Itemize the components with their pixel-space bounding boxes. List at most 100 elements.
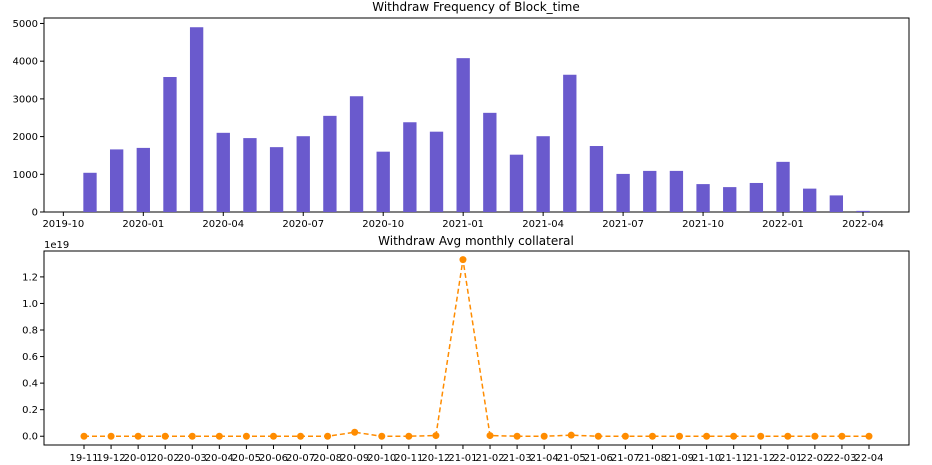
line-y-tick-label: 0.0 bbox=[22, 432, 38, 443]
bar bbox=[189, 27, 204, 212]
data-point bbox=[757, 432, 765, 440]
bar-x-tick-label: 2021-01 bbox=[442, 219, 484, 230]
bar-x-tick-label: 2020-01 bbox=[122, 219, 164, 230]
line-x-tick-label: 21-12 bbox=[746, 453, 775, 464]
data-point bbox=[703, 432, 711, 440]
line-x-tick-label: 22-02 bbox=[800, 453, 829, 464]
bar-x-tick-label: 2019-10 bbox=[42, 219, 84, 230]
bar bbox=[563, 74, 577, 213]
data-point bbox=[432, 432, 440, 440]
bar bbox=[269, 147, 284, 212]
data-point bbox=[242, 432, 250, 440]
bar bbox=[243, 138, 257, 212]
bar bbox=[856, 210, 870, 212]
bar-y-tick-label: 5000 bbox=[13, 19, 38, 30]
data-point bbox=[324, 432, 332, 440]
bar-y-tick-label: 1000 bbox=[13, 170, 38, 181]
line-y-tick-label: 0.6 bbox=[22, 352, 38, 363]
bar-x-tick-label: 2020-04 bbox=[202, 219, 244, 230]
data-point bbox=[513, 432, 521, 440]
bar-x-tick-label: 2021-07 bbox=[602, 219, 644, 230]
bar-y-tick-label: 3000 bbox=[13, 94, 38, 105]
bar bbox=[136, 147, 150, 212]
line-y-tick-label: 1.2 bbox=[22, 272, 38, 283]
data-point bbox=[730, 432, 738, 440]
bar bbox=[349, 96, 364, 212]
bar bbox=[589, 146, 604, 212]
series-line bbox=[84, 259, 869, 437]
line-x-tick-label: 21-01 bbox=[448, 453, 477, 464]
bar-y-tick-label: 4000 bbox=[13, 57, 38, 68]
bar bbox=[429, 131, 444, 212]
data-point bbox=[80, 432, 88, 440]
bar bbox=[696, 184, 710, 212]
bar bbox=[403, 122, 417, 212]
bar bbox=[803, 188, 817, 212]
bar bbox=[163, 77, 177, 213]
line-x-tick-label: 19-12 bbox=[97, 453, 126, 464]
bar bbox=[749, 182, 764, 212]
line-x-tick-label: 20-12 bbox=[421, 453, 450, 464]
data-point bbox=[838, 432, 846, 440]
bar bbox=[83, 172, 97, 212]
line-x-tick-label: 20-09 bbox=[340, 453, 369, 464]
bar bbox=[829, 195, 844, 212]
line-x-tick-label: 21-05 bbox=[557, 453, 586, 464]
line-x-tick-label: 21-09 bbox=[665, 453, 694, 464]
bar bbox=[216, 132, 230, 212]
data-point bbox=[215, 432, 223, 440]
bar bbox=[669, 170, 684, 212]
line-y-tick-label: 0.4 bbox=[22, 379, 38, 390]
bar-series bbox=[83, 27, 870, 213]
line-x-tick-label: 20-10 bbox=[367, 453, 396, 464]
data-point bbox=[540, 432, 548, 440]
data-point bbox=[594, 432, 602, 440]
bar bbox=[723, 187, 737, 212]
data-point bbox=[107, 432, 115, 440]
bar bbox=[456, 58, 470, 212]
line-x-tick-label: 21-06 bbox=[584, 453, 613, 464]
bar-chart-plot-frame bbox=[43, 17, 910, 213]
line-chart-y-axis: 0.0 0.2 0.4 0.6 0.8 1.0 1.2 bbox=[22, 272, 44, 443]
line-chart-plot-frame bbox=[43, 250, 910, 446]
data-point bbox=[134, 432, 142, 440]
bar-x-tick-label: 2021-10 bbox=[682, 219, 724, 230]
bar-x-tick-label: 2020-10 bbox=[362, 219, 404, 230]
data-point bbox=[188, 432, 196, 440]
data-point bbox=[486, 432, 494, 440]
bar-chart-x-axis: 2019-10 2020-01 2020-04 2020-07 2020-10 2021-… bbox=[42, 212, 884, 230]
line-x-tick-label: 20-07 bbox=[286, 453, 315, 464]
line-x-tick-label: 21-03 bbox=[503, 453, 532, 464]
line-x-tick-label: 20-06 bbox=[259, 453, 288, 464]
line-chart-x-axis: 19-1119-1220-0120-0220-0320-0420-0520-06… bbox=[69, 445, 884, 464]
data-point bbox=[378, 432, 386, 440]
data-point bbox=[811, 432, 819, 440]
bar bbox=[109, 149, 124, 212]
bar bbox=[376, 151, 390, 212]
bar-x-tick-label: 2022-04 bbox=[842, 219, 884, 230]
line-y-tick-label: 0.2 bbox=[22, 405, 38, 416]
data-point bbox=[161, 432, 169, 440]
bar bbox=[643, 170, 657, 212]
bar bbox=[509, 154, 524, 212]
data-point bbox=[459, 256, 467, 264]
line-x-tick-label: 20-01 bbox=[124, 453, 153, 464]
line-x-tick-label: 20-11 bbox=[394, 453, 423, 464]
line-x-tick-label: 22-03 bbox=[827, 453, 856, 464]
line-x-tick-label: 22-01 bbox=[773, 453, 802, 464]
bar-chart: Withdraw Frequency of Block_time 0 1000 20… bbox=[13, 0, 910, 230]
line-x-tick-label: 21-10 bbox=[692, 453, 721, 464]
line-x-tick-label: 20-03 bbox=[178, 453, 207, 464]
line-x-tick-label: 20-05 bbox=[232, 453, 261, 464]
bar bbox=[296, 136, 310, 212]
bar-x-tick-label: 2022-01 bbox=[762, 219, 804, 230]
data-point bbox=[621, 432, 629, 440]
line-x-tick-label: 21-04 bbox=[530, 453, 559, 464]
line-x-tick-label: 22-04 bbox=[854, 453, 883, 464]
line-x-tick-label: 19-11 bbox=[69, 453, 98, 464]
bar bbox=[776, 161, 790, 212]
line-x-tick-label: 21-07 bbox=[611, 453, 640, 464]
data-point bbox=[297, 432, 305, 440]
data-point bbox=[865, 432, 873, 440]
line-y-tick-label: 0.8 bbox=[22, 326, 38, 337]
